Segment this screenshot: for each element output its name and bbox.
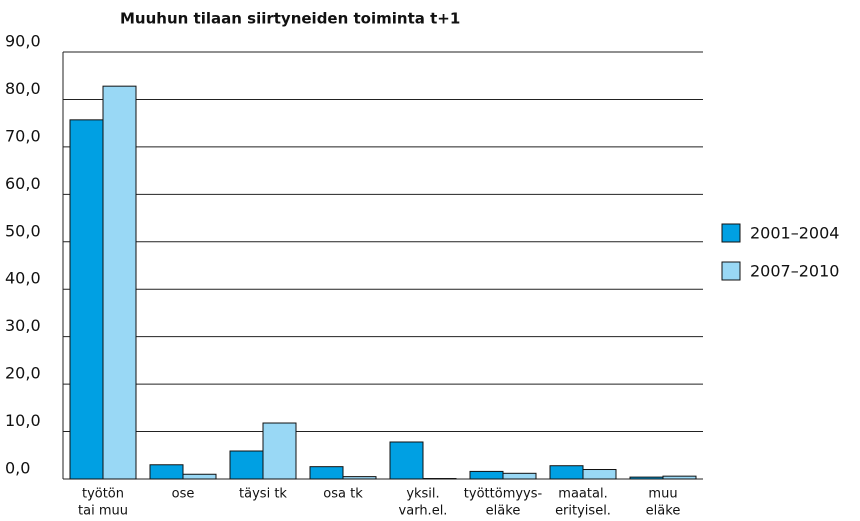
x-tick-label: muu bbox=[648, 487, 677, 502]
x-tick-label: varh.el. bbox=[399, 504, 448, 519]
y-tick-label: 70,0 bbox=[5, 126, 41, 145]
bar bbox=[629, 476, 664, 480]
x-tick-label: maatal. bbox=[558, 487, 607, 502]
y-tick-label: 60,0 bbox=[5, 174, 41, 193]
bar bbox=[389, 441, 424, 480]
y-tick-label: 0,0 bbox=[5, 459, 30, 478]
legend-label: 2007–2010 bbox=[750, 262, 839, 281]
legend-label: 2001–2004 bbox=[750, 224, 839, 243]
x-tick-label: osa tk bbox=[323, 487, 363, 502]
y-tick-label: 10,0 bbox=[5, 411, 41, 430]
bar bbox=[662, 475, 697, 480]
bar bbox=[149, 464, 184, 480]
y-tick-label: 80,0 bbox=[5, 79, 41, 98]
bar bbox=[502, 472, 537, 480]
y-tick-label: 20,0 bbox=[5, 364, 41, 383]
bar bbox=[262, 422, 297, 480]
x-tick-label: yksil. bbox=[406, 487, 439, 502]
bar bbox=[342, 476, 377, 480]
y-tick-label: 50,0 bbox=[5, 221, 41, 240]
x-tick-label: eläke bbox=[646, 504, 681, 519]
legend-swatch bbox=[721, 261, 741, 281]
x-tick-label: työtön bbox=[82, 487, 124, 502]
x-tick-label: erityisel. bbox=[555, 504, 611, 519]
x-tick-label: tai muu bbox=[78, 504, 128, 519]
x-tick-label: eläke bbox=[486, 504, 521, 519]
bar bbox=[182, 473, 217, 480]
bar bbox=[102, 85, 137, 480]
bar bbox=[229, 450, 264, 480]
legend-swatch bbox=[721, 223, 741, 243]
bar bbox=[582, 469, 617, 480]
chart-title: Muuhun tilaan siirtyneiden toiminta t+1 bbox=[120, 10, 460, 28]
bar bbox=[549, 465, 584, 480]
y-tick-label: 90,0 bbox=[5, 32, 41, 51]
x-tick-label: työttömyys- bbox=[464, 487, 543, 502]
bar bbox=[309, 466, 344, 480]
bar bbox=[69, 119, 104, 480]
y-tick-label: 40,0 bbox=[5, 269, 41, 288]
bar bbox=[469, 470, 504, 480]
y-tick-label: 30,0 bbox=[5, 316, 41, 335]
x-tick-label: täysi tk bbox=[239, 487, 287, 502]
x-tick-label: ose bbox=[172, 487, 195, 502]
